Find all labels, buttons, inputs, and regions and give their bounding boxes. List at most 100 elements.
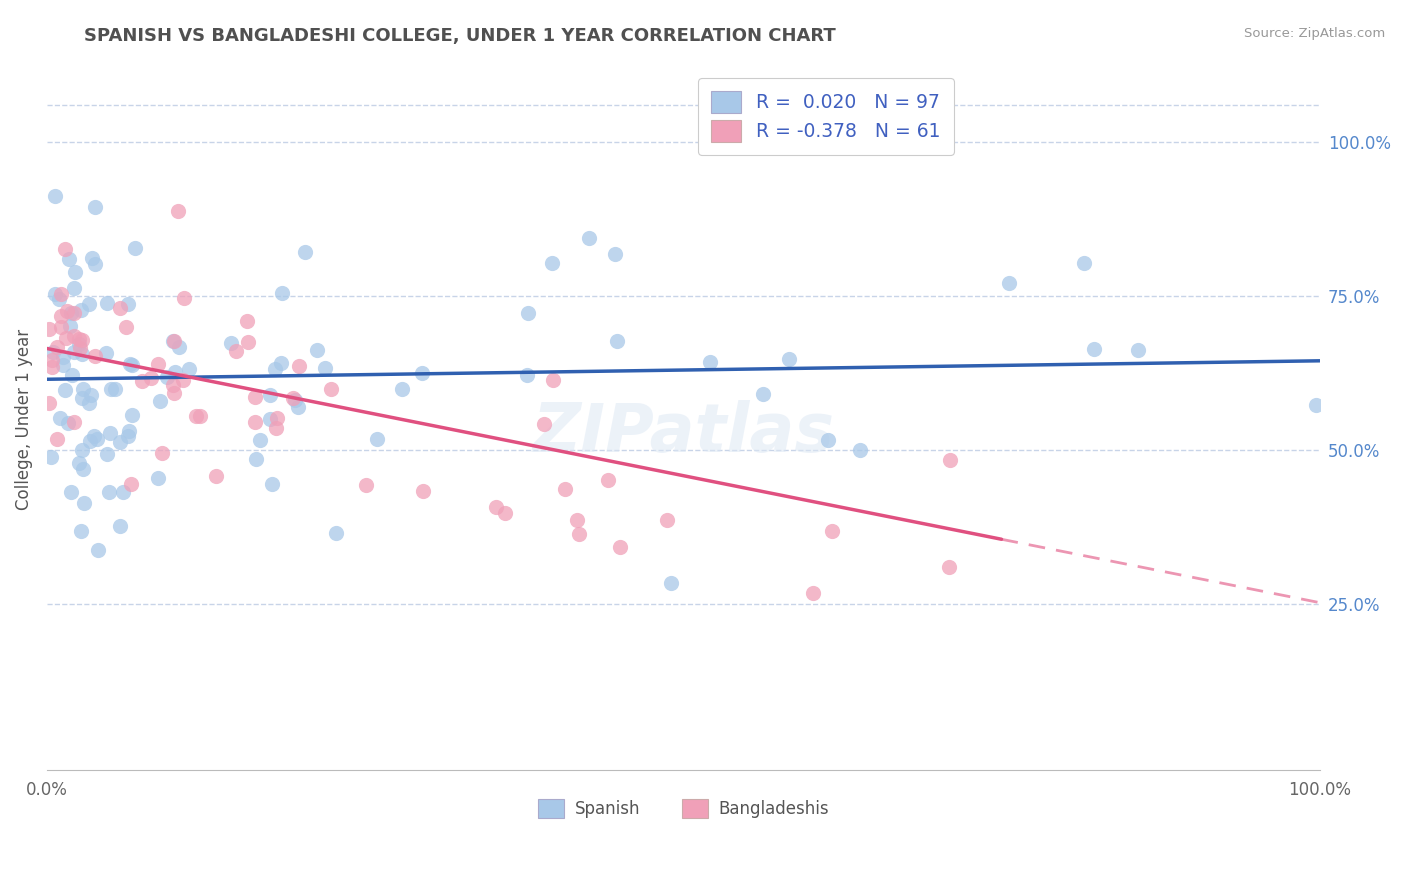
Point [169, 341, 191, 355]
Point [80, 387, 103, 401]
Point [44, 188, 66, 202]
Point [149, 393, 172, 408]
Point [55, 303, 77, 318]
Point [287, 400, 309, 414]
Point [118, 425, 141, 439]
Point [117, 429, 139, 443]
Point [543, 373, 565, 387]
Point [72, 462, 94, 476]
Point [55, 331, 77, 345]
Point [391, 382, 413, 396]
Point [67, 336, 90, 351]
Point [264, 362, 287, 376]
Point [245, 451, 267, 466]
Point [82, 251, 104, 265]
Point [236, 314, 259, 328]
Point [156, 370, 179, 384]
Point [52, 358, 75, 372]
Point [821, 524, 844, 538]
Point [516, 368, 538, 382]
Point [41, 360, 63, 375]
Point [58, 252, 80, 267]
Point [554, 482, 576, 496]
Point [219, 335, 242, 350]
Point [354, 478, 377, 492]
Point [533, 417, 555, 432]
Point [46, 432, 69, 446]
Point [412, 483, 434, 498]
Point [494, 507, 516, 521]
Point [541, 256, 564, 270]
Point [1305, 398, 1327, 412]
Point [60, 368, 83, 383]
Y-axis label: College, Under 1 year: College, Under 1 year [15, 328, 32, 510]
Point [305, 343, 328, 358]
Text: ZIPatlas: ZIPatlas [533, 401, 834, 467]
Point [284, 392, 307, 407]
Point [655, 513, 678, 527]
Point [163, 366, 186, 380]
Point [63, 416, 86, 430]
Point [70, 391, 93, 405]
Point [83, 428, 105, 442]
Point [1073, 255, 1095, 269]
Point [139, 371, 162, 385]
Point [173, 291, 195, 305]
Point [120, 477, 142, 491]
Point [65, 265, 87, 279]
Point [266, 411, 288, 425]
Point [42, 345, 65, 359]
Point [148, 470, 170, 484]
Point [104, 383, 127, 397]
Point [79, 434, 101, 449]
Point [77, 296, 100, 310]
Point [150, 445, 173, 459]
Point [281, 391, 304, 405]
Point [84, 257, 107, 271]
Point [245, 416, 267, 430]
Point [83, 350, 105, 364]
Point [108, 518, 131, 533]
Point [294, 245, 316, 260]
Point [205, 469, 228, 483]
Point [287, 359, 309, 373]
Point [179, 362, 201, 376]
Point [245, 390, 267, 404]
Point [70, 524, 93, 539]
Point [67, 332, 90, 346]
Point [801, 586, 824, 600]
Point [411, 366, 433, 380]
Point [96, 296, 118, 310]
Point [661, 575, 683, 590]
Point [817, 434, 839, 448]
Point [485, 500, 508, 515]
Point [778, 352, 800, 367]
Text: Source: ZipAtlas.com: Source: ZipAtlas.com [1244, 27, 1385, 40]
Point [98, 426, 121, 441]
Point [124, 241, 146, 255]
Point [121, 358, 143, 372]
Point [70, 302, 93, 317]
Point [38, 396, 60, 410]
Point [77, 396, 100, 410]
Point [849, 443, 872, 458]
Point [94, 345, 117, 359]
Point [100, 382, 122, 396]
Point [568, 526, 591, 541]
Point [225, 344, 247, 359]
Point [565, 513, 588, 527]
Point [53, 242, 76, 256]
Point [188, 409, 211, 424]
Point [96, 447, 118, 461]
Point [366, 433, 388, 447]
Point [167, 203, 190, 218]
Point [163, 386, 186, 401]
Point [118, 357, 141, 371]
Text: SPANISH VS BANGLADESHI COLLEGE, UNDER 1 YEAR CORRELATION CHART: SPANISH VS BANGLADESHI COLLEGE, UNDER 1 … [84, 27, 837, 45]
Point [84, 200, 107, 214]
Point [110, 435, 132, 450]
Point [48, 411, 70, 425]
Point [63, 329, 86, 343]
Point [58, 417, 80, 431]
Point [111, 485, 134, 500]
